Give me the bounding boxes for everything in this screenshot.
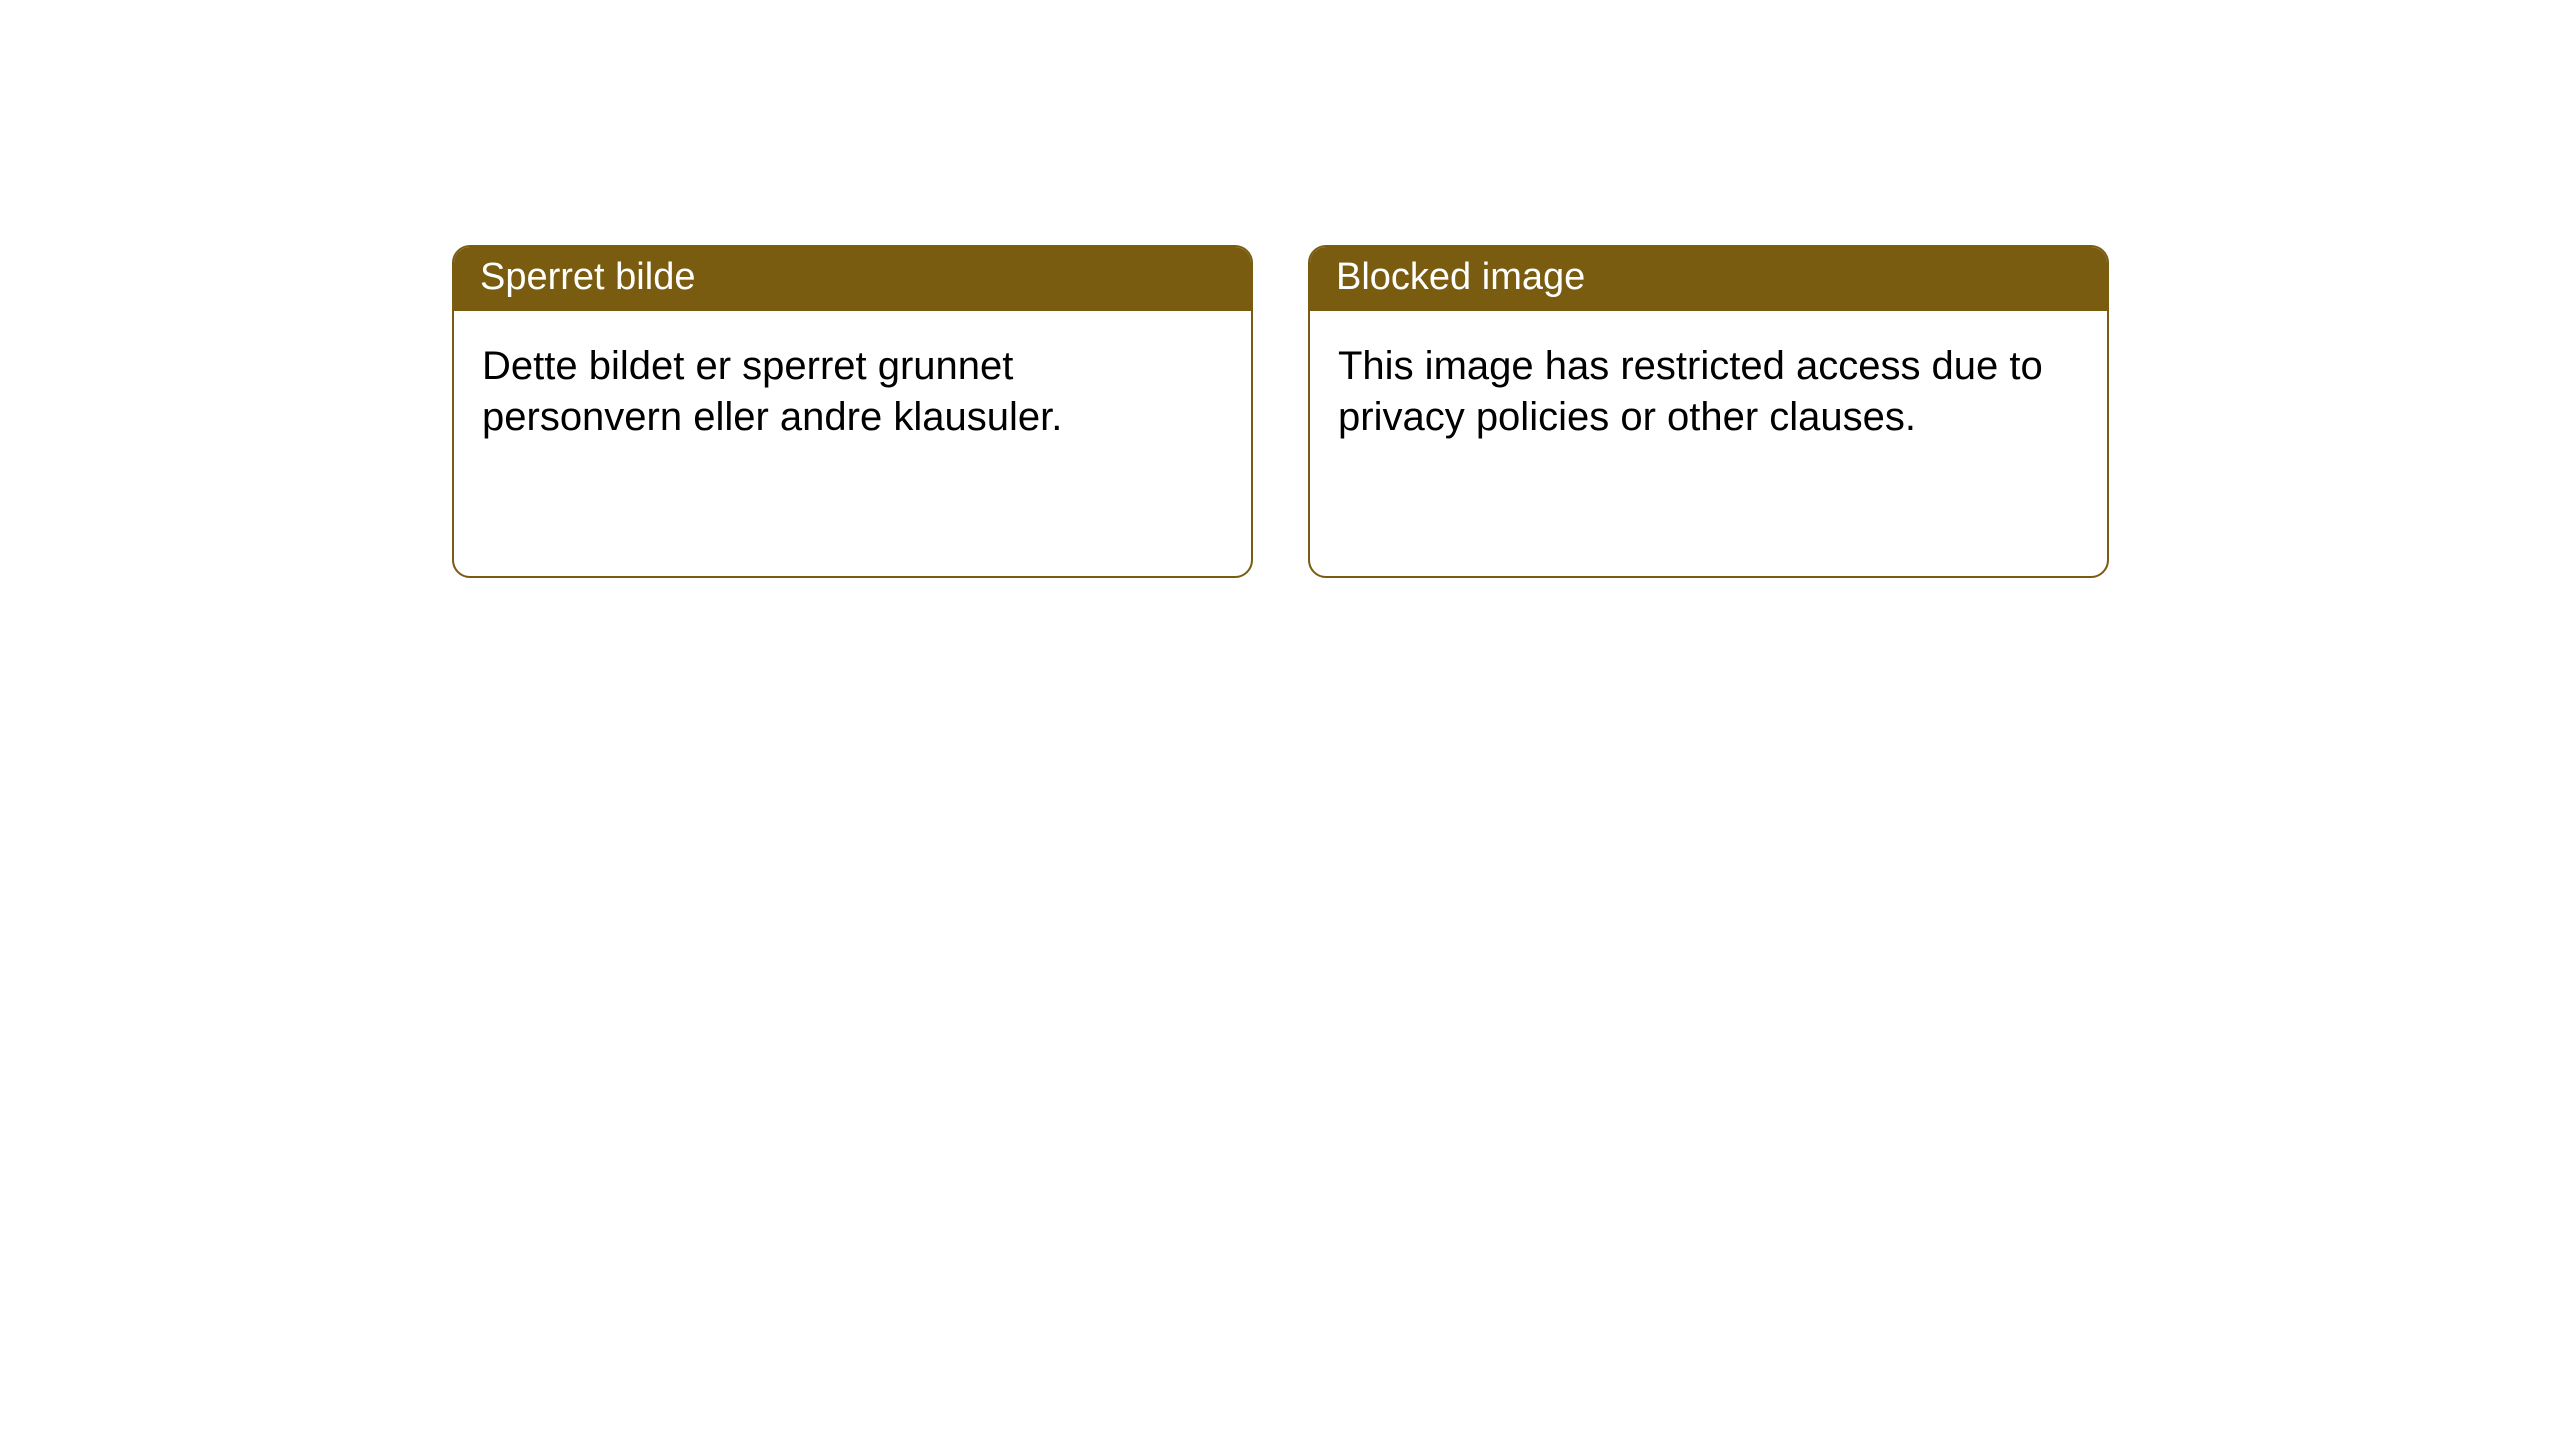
card-header: Sperret bilde [454,247,1251,311]
card-body: Dette bildet er sperret grunnet personve… [454,311,1251,473]
notice-card-norwegian: Sperret bilde Dette bildet er sperret gr… [452,245,1253,578]
card-header: Blocked image [1310,247,2107,311]
notice-cards-container: Sperret bilde Dette bildet er sperret gr… [0,0,2560,578]
card-body: This image has restricted access due to … [1310,311,2107,473]
card-body-text: Dette bildet er sperret grunnet personve… [482,344,1062,439]
card-title: Blocked image [1336,256,1585,298]
card-body-text: This image has restricted access due to … [1338,344,2043,439]
card-title: Sperret bilde [480,256,695,298]
notice-card-english: Blocked image This image has restricted … [1308,245,2109,578]
